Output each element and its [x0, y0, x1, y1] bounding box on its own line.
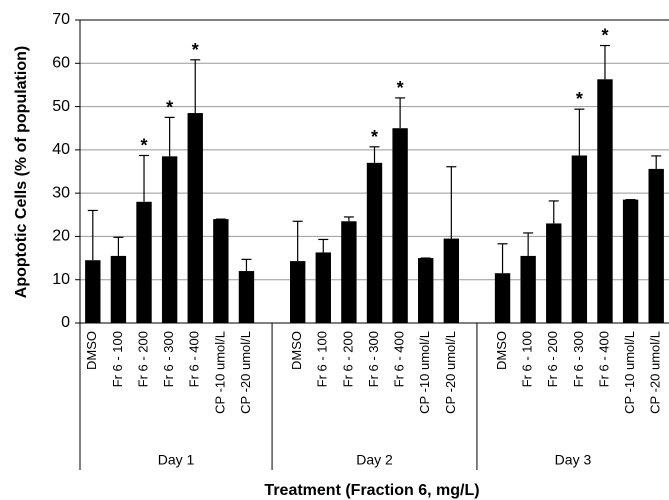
bar: [648, 168, 664, 323]
x-tick-label: DMSO: [289, 331, 304, 370]
x-tick-label: Fr 6 - 100: [315, 331, 330, 387]
x-tick-label: Fr 6 - 300: [161, 331, 176, 387]
significance-marker: *: [166, 97, 173, 117]
significance-marker: *: [192, 40, 199, 60]
bar: [238, 271, 255, 323]
bar: [366, 162, 383, 323]
bar: [289, 261, 306, 323]
y-tick-label: 10: [52, 271, 70, 288]
y-tick-label: 20: [52, 228, 70, 245]
group-label: Day 1: [158, 452, 195, 468]
bar: [494, 273, 511, 323]
bar: [546, 223, 562, 323]
x-tick-label: CP -10 umol/L: [212, 331, 227, 414]
x-tick-label: Fr 6 - 400: [187, 331, 202, 387]
x-tick-label: Fr 6 - 300: [366, 331, 381, 387]
x-tick-label: Fr 6 - 100: [520, 331, 535, 387]
x-tick-label: DMSO: [494, 331, 509, 370]
y-tick-label: 40: [52, 141, 70, 158]
x-tick-label: Fr 6 - 100: [110, 331, 125, 387]
bar: [520, 255, 536, 323]
bar: [85, 260, 101, 323]
bar: [136, 201, 152, 323]
bar: [418, 258, 434, 323]
x-tick-label: CP -20 umol/L: [443, 331, 458, 414]
y-tick-label: 0: [61, 314, 70, 331]
y-axis-title: Apoptotic Cells (% of population): [13, 46, 30, 298]
significance-marker: *: [371, 127, 378, 147]
x-tick-label: Fr 6 - 300: [571, 331, 586, 387]
group-label: Day 2: [356, 452, 393, 468]
x-tick-label: CP -10 umol/L: [417, 331, 432, 414]
x-tick-label: CP -20 umol/L: [648, 331, 663, 414]
bar: [315, 252, 331, 323]
x-tick-label: Fr 6 - 400: [392, 331, 407, 387]
bar: [341, 221, 357, 323]
bar: [597, 79, 613, 324]
bar: [571, 155, 588, 323]
bar: [443, 238, 460, 323]
group-label: Day 3: [555, 452, 592, 468]
significance-marker: *: [141, 135, 148, 155]
x-axis-title: Treatment (Fraction 6, mg/L): [264, 482, 479, 499]
significance-marker: *: [397, 78, 404, 98]
y-tick-label: 60: [52, 55, 70, 72]
x-tick-label: Fr 6 - 400: [596, 331, 611, 387]
significance-marker: *: [601, 26, 608, 46]
x-tick-label: CP -10 umol/L: [622, 331, 637, 414]
x-tick-label: CP -20 umol/L: [238, 331, 253, 414]
y-tick-label: 70: [52, 11, 70, 28]
bar: [161, 156, 178, 323]
x-tick-label: Fr 6 - 200: [340, 331, 355, 387]
bar: [622, 199, 639, 323]
bar: [110, 255, 127, 323]
x-tick-label: DMSO: [84, 331, 99, 370]
bar: [187, 113, 203, 323]
y-tick-label: 50: [52, 98, 70, 115]
x-tick-label: Fr 6 - 200: [135, 331, 150, 387]
bar: [392, 128, 408, 323]
x-tick-label: Fr 6 - 200: [545, 331, 560, 387]
significance-marker: *: [576, 89, 583, 109]
bar: [213, 219, 229, 323]
y-tick-label: 30: [52, 184, 70, 201]
